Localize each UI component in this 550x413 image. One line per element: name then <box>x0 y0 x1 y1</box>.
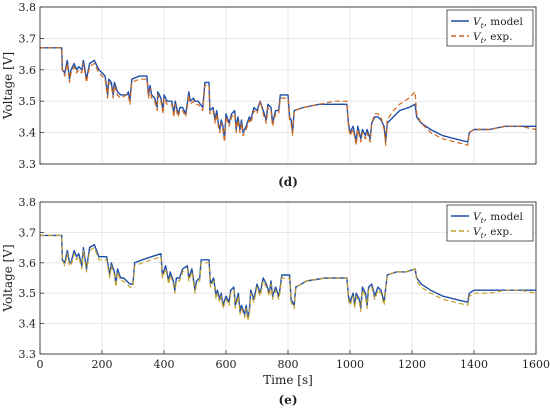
chart-1-ytick-label-3: 3.6 <box>19 257 37 270</box>
chart-0-ytick-label-4: 3.7 <box>19 32 37 45</box>
chart-0-ytick-label-0: 3.3 <box>19 158 37 171</box>
chart-1-legend-label-0: Vt, model <box>473 211 523 225</box>
chart-1-xtick-label-0: 0 <box>37 358 44 371</box>
chart-1-legend-box <box>446 204 534 242</box>
chart-0-legend-label-0-rest: , model <box>484 16 524 28</box>
chart-0-legend-label-1: Vt, exp. <box>473 31 512 45</box>
chart-1-legend-label-1-rest: , exp. <box>484 226 513 238</box>
chart-0-legend-label-0-sub: t <box>481 21 485 30</box>
chart-0-axes-box <box>39 6 537 165</box>
chart-0-legend-label-0: Vt, model <box>473 16 523 30</box>
chart-1-xtick-label-7: 1400 <box>460 358 488 371</box>
chart-1-ytick-label-5: 3.8 <box>19 196 37 209</box>
chart-0-ytick-label-3: 3.6 <box>19 64 37 77</box>
chart-0-legend-label-1-sub: t <box>481 36 485 45</box>
chart-0-legend-label-1-main: V <box>473 31 482 43</box>
chart-0-series-1-line <box>40 47 537 146</box>
chart-0-ytick-label-1: 3.4 <box>19 127 37 140</box>
chart-1-legend-label-1-main: V <box>473 226 482 238</box>
chart-1-legend-label-1-sub: t <box>481 231 485 240</box>
chart-0-ytick-label-2: 3.5 <box>19 95 37 108</box>
chart-1-ytick-label-0: 3.3 <box>19 348 37 361</box>
chart-1-panel-label: (e) <box>279 393 298 407</box>
chart-1-series-1-line <box>40 234 537 322</box>
chart-1-ylabel: Voltage [V] <box>1 244 15 312</box>
chart-1-xtick-label-2: 400 <box>154 358 175 371</box>
chart-1-legend-label-0-rest: , model <box>484 211 524 223</box>
chart-1-panel: 3.3 3.4 3.5 3.6 3.7 3.8 0 200 400 600 800 1000 1200 1… <box>1 196 550 407</box>
chart-1-ytick-label-2: 3.5 <box>19 287 37 300</box>
chart-1-xtick-label-8: 1600 <box>522 358 550 371</box>
chart-1-xtick-label-6: 1200 <box>398 358 426 371</box>
chart-0-legend-label-0-main: V <box>473 16 482 28</box>
chart-0-legend-box <box>446 9 534 47</box>
chart-1-xtick-label-3: 600 <box>216 358 237 371</box>
chart-0-legend-label-1-rest: , exp. <box>484 31 513 43</box>
chart-1-xtick-label-4: 800 <box>278 358 299 371</box>
chart-0-ytick-label-5: 3.8 <box>19 1 37 14</box>
chart-1-xtick-label-1: 200 <box>92 358 113 371</box>
chart-1-legend-label-1: Vt, exp. <box>473 226 512 240</box>
chart-0-panel-label: (d) <box>278 175 298 189</box>
chart-1-legend-label-0-sub: t <box>481 216 485 225</box>
chart-1-xtick-label-5: 1000 <box>336 358 364 371</box>
chart-1-ytick-label-4: 3.7 <box>19 226 37 239</box>
chart-1-legend-label-0-main: V <box>473 211 482 223</box>
chart-1-ytick-label-1: 3.4 <box>19 318 37 331</box>
chart-0-ylabel: Voltage [V] <box>1 52 15 120</box>
chart-1-xlabel: Time [s] <box>263 373 313 387</box>
chart-1-axes-box <box>39 201 537 355</box>
